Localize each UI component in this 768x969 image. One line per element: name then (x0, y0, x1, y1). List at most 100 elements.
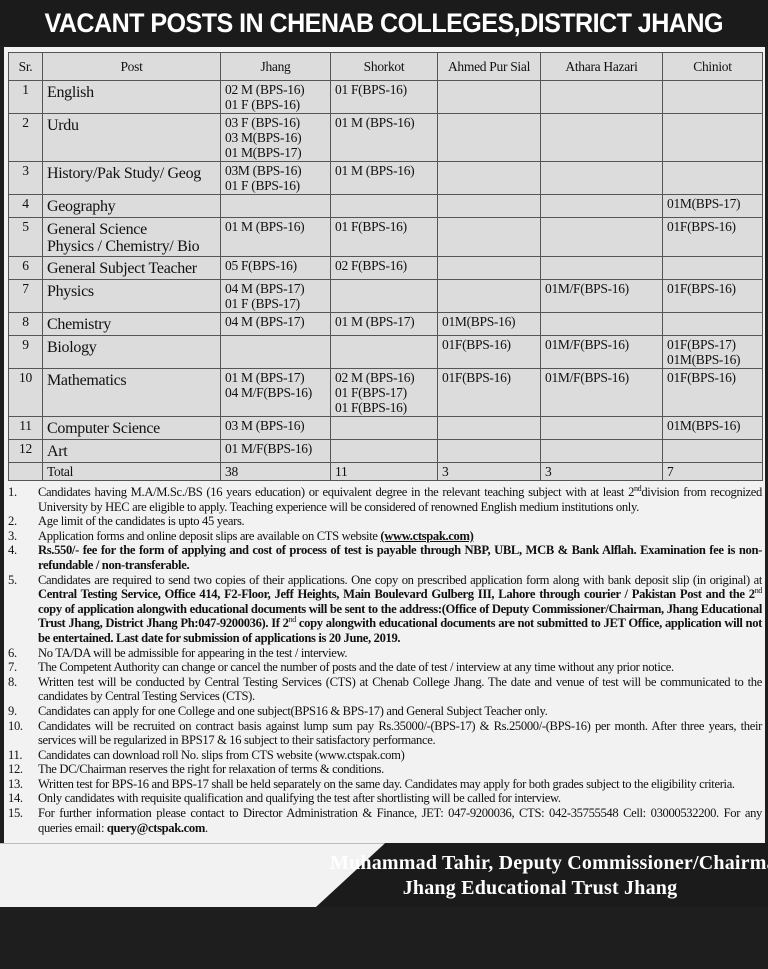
cell-line: 2 (22, 115, 29, 130)
term-segment: The Competent Authority can change or ca… (38, 660, 674, 675)
column-header: Ahmed Pur Sial (437, 52, 541, 81)
term-number: 3. (8, 528, 17, 543)
cell-line: 04 M/F(BPS-16) (225, 385, 312, 400)
cell-line: Chemistry (47, 316, 111, 333)
term-item: 10. Candidates will be recruited on contr… (8, 719, 762, 748)
vacancy-cell-athara: 01M/F(BPS-16) (540, 279, 663, 313)
table-row: 2 Urdu 03 F (BPS-16) 03 M(BPS-16) 01 M(BPS-1… (8, 113, 763, 162)
column-header: Sr. (8, 52, 43, 81)
vacancy-cell-athara: 01M/F(BPS-16) (540, 335, 663, 369)
cell-line: 01 F(BPS-17) (335, 385, 407, 400)
table-row: 9 Biology 01F(BPS-16) 01M/F(BPS-16) 01F(BPS-… (8, 335, 763, 369)
post-cell: Urdu (42, 113, 221, 162)
cell-line: 01 M (BPS-17) (225, 370, 305, 385)
cell-line: 01F(BPS-16) (442, 370, 511, 385)
vacancy-cell-shorkot: 01 F(BPS-16) (330, 217, 438, 257)
table-row: 12 Art 01 M/F(BPS-16) (8, 439, 763, 463)
total-cell-jhang: 38 (220, 462, 331, 481)
cell-line: 01 F(BPS-16) (335, 219, 407, 234)
cell-line: 03 M (BPS-16) (225, 418, 305, 433)
term-item: 14. Only candidates with requisite qualif… (8, 791, 762, 806)
cell-line: 01F(BPS-16) (667, 281, 736, 296)
vacancy-cell-athara (540, 194, 663, 218)
cell-line: 01 F (BPS-16) (225, 97, 300, 112)
vacancy-cell-chiniot: 01F(BPS-16) (662, 279, 763, 313)
cell-line: 7 (22, 281, 29, 296)
vacancy-cell-ahmed (437, 161, 541, 195)
term-item: 11. Candidates can download roll No. slip… (8, 748, 762, 763)
vacancy-cell-jhang: 04 M (BPS-17) 01 F (BPS-17) (220, 279, 331, 313)
term-segment: Candidates are required to send two copi… (38, 572, 762, 587)
vacancy-table: Sr. Post Jhang Shorkot Ahmed Pur Sial Athara … (8, 52, 763, 481)
term-item: 9. Candidates can apply for one College a… (8, 704, 762, 719)
cell-line: 01F(BPS-16) (667, 370, 736, 385)
serial-cell: 5 (8, 217, 43, 257)
vacancy-cell-shorkot: 01 F(BPS-16) (330, 80, 438, 114)
serial-cell: 10 (8, 368, 43, 417)
cell-line: 01M/F(BPS-16) (545, 370, 629, 385)
column-header: Shorkot (330, 52, 438, 81)
vacancy-cell-athara (540, 256, 663, 280)
cell-line: 01M/F(BPS-16) (545, 337, 629, 352)
cell-line: 02 M (BPS-16) (225, 82, 305, 97)
term-item: 6. No TA/DA will be admissible for appear… (8, 646, 762, 661)
cell-line: General Science (47, 221, 147, 238)
term-item: 4. Rs.550/- fee for the form of applying … (8, 543, 762, 572)
term-number: 1. (8, 485, 17, 499)
cell-line: 01 M(BPS-17) (225, 145, 302, 160)
post-cell: Physics (42, 279, 221, 313)
term-segment: Candidates having M.A/M.Sc./BS (16 years… (38, 485, 635, 499)
column-header: Athara Hazari (540, 52, 663, 81)
term-segment: copy alongwith educational documents are… (38, 616, 762, 645)
cell-line: 04 M (BPS-17) (225, 314, 305, 329)
table-row: 6 General Subject Teacher 05 F(BPS-16) 02 F… (8, 256, 763, 280)
vacancy-cell-athara: 01M/F(BPS-16) (540, 368, 663, 417)
vacancy-cell-athara (540, 217, 663, 257)
vacancy-cell-shorkot: 01 M (BPS-17) (330, 312, 438, 336)
table-row: 8 Chemistry 04 M (BPS-17) 01 M (BPS-17) 01M(… (8, 312, 763, 336)
term-item: 1. Candidates having M.A/M.Sc./BS (16 yea… (8, 484, 762, 514)
total-cell-ahmed: 3 (437, 462, 541, 481)
table-row: 7 Physics 04 M (BPS-17) 01 F (BPS-17) 01M/F(… (8, 279, 763, 313)
post-cell: Art (42, 439, 221, 463)
cell-line: 01M/F(BPS-16) (545, 281, 629, 296)
advertisement-body: Sr. Post Jhang Shorkot Ahmed Pur Sial Athara … (4, 47, 765, 844)
banner-diagonal-cutout (0, 843, 385, 908)
cell-line: 01 F(BPS-16) (335, 400, 407, 415)
vacancy-cell-chiniot (662, 161, 763, 195)
website-link[interactable]: (www.ctspak.com) (380, 528, 474, 543)
vacancy-cell-ahmed (437, 256, 541, 280)
cell-line: Biology (47, 339, 97, 356)
cell-line: 05 F(BPS-16) (225, 258, 297, 273)
cell-line: 01M(BPS-16) (667, 352, 741, 367)
vacancy-cell-jhang: 04 M (BPS-17) (220, 312, 331, 336)
serial-cell: 2 (8, 113, 43, 162)
terms-list: 1. Candidates having M.A/M.Sc./BS (16 yea… (8, 484, 762, 835)
cell-line: History/Pak Study/ Geog (47, 165, 201, 182)
term-number: 14. (8, 791, 23, 806)
vacancy-cell-ahmed (437, 279, 541, 313)
term-segment: Rs.550/- fee for the form of applying an… (38, 543, 762, 572)
cell-line: 02 F(BPS-16) (335, 258, 407, 273)
vacancy-cell-shorkot: 01 M (BPS-16) (330, 113, 438, 162)
vacancy-cell-jhang: 01 M/F(BPS-16) (220, 439, 331, 463)
cell-line: 6 (22, 258, 29, 273)
term-text: Candidates will be recruited on contract… (38, 719, 762, 748)
cell-line: 03M (BPS-16) (225, 163, 302, 178)
table-header-row: Sr. Post Jhang Shorkot Ahmed Pur Sial Athara … (8, 52, 763, 81)
vacancy-cell-ahmed (437, 80, 541, 114)
vacancy-cell-athara (540, 312, 663, 336)
vacancy-cell-jhang (220, 194, 331, 218)
vacancy-cell-shorkot: 01 M (BPS-16) (330, 161, 438, 195)
term-segment: Candidates can download roll No. slips f… (38, 747, 405, 762)
term-segment: Candidates can apply for one College and… (38, 703, 548, 718)
term-segment: division from recognized University by H… (38, 485, 762, 514)
vacancy-cell-shorkot (330, 335, 438, 369)
cell-line: 01F(BPS-17) (667, 337, 736, 352)
vacancy-cell-jhang: 03M (BPS-16) 01 F (BPS-16) (220, 161, 331, 195)
cell-line: 9 (22, 337, 29, 352)
cell-line: 01 M (BPS-16) (335, 163, 415, 178)
vacancy-cell-shorkot (330, 194, 438, 218)
signature-banner: Muhammad Tahir, Deputy Commissioner/Chai… (0, 843, 768, 908)
vacancy-cell-jhang: 05 F(BPS-16) (220, 256, 331, 280)
